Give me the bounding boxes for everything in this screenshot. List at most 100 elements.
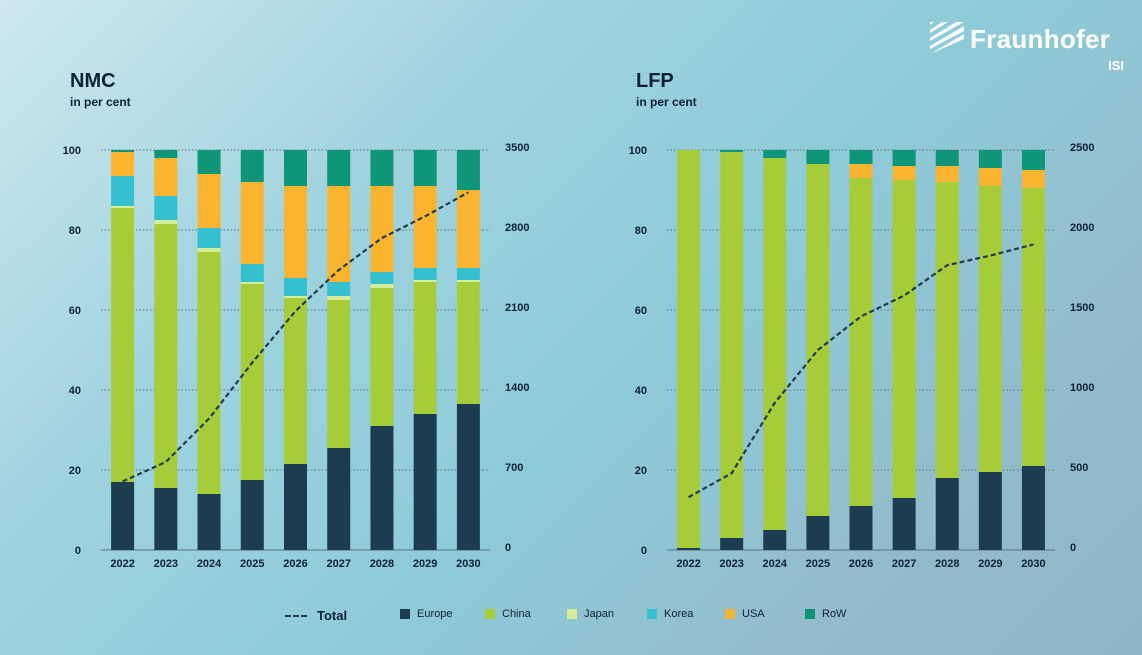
nmc-y-tick-label: 80 [69, 225, 81, 237]
nmc-bar-korea-2026 [284, 278, 307, 296]
lfp-chart-ylabel: in per cent [636, 95, 697, 109]
lfp-y2-tick-label: 500 [1070, 462, 1088, 474]
nmc-x-tick-label: 2024 [197, 558, 222, 570]
legend-item-europe: Europe [400, 608, 452, 620]
nmc-x-tick-label: 2023 [154, 558, 178, 570]
lfp-bar-row-2024 [763, 150, 787, 158]
lfp-bar-china-2024 [763, 158, 787, 530]
nmc-y2-tick-label: 2800 [505, 222, 529, 234]
nmc-x-tick-label: 2028 [370, 558, 394, 570]
lfp-x-tick-label: 2022 [676, 558, 700, 570]
nmc-bar-china-2024 [197, 252, 221, 494]
legend-item-usa: USA [725, 608, 765, 620]
lfp-bar-china-2030 [1021, 188, 1045, 466]
nmc-bar-japan-2027 [327, 296, 351, 300]
lfp-x-tick-label: 2025 [806, 558, 830, 570]
nmc-bar-china-2025 [240, 284, 264, 480]
lfp-bar-europe-2030 [1021, 466, 1045, 550]
lfp-bar-usa-2028 [935, 166, 959, 182]
lfp-bar-usa-2026 [849, 164, 873, 178]
lfp-y-tick-label: 80 [635, 225, 647, 237]
lfp-bar-usa-2030 [1021, 170, 1045, 188]
nmc-bar-usa-2028 [370, 186, 394, 272]
nmc-total-line [122, 191, 469, 483]
nmc-bar-korea-2030 [456, 268, 480, 280]
nmc-x-tick-label: 2022 [110, 558, 134, 570]
lfp-y-tick-label: 20 [635, 465, 647, 477]
nmc-bar-row-2025 [240, 150, 264, 182]
nmc-y2-tick-label: 3500 [505, 142, 529, 154]
nmc-y-tick-label: 40 [69, 385, 81, 397]
lfp-y2-tick-label: 2500 [1070, 142, 1094, 154]
lfp-bar-china-2026 [849, 178, 873, 506]
lfp-bar-europe-2028 [935, 478, 959, 550]
lfp-bar-china-2029 [978, 186, 1002, 472]
nmc-bar-row-2028 [370, 150, 394, 186]
nmc-y-tick-label: 100 [63, 145, 81, 157]
legend-label-korea: Korea [664, 608, 694, 620]
lfp-x-tick-label: 2030 [1021, 558, 1045, 570]
lfp-bar-usa-2027 [892, 166, 916, 180]
lfp-y-tick-label: 60 [635, 305, 647, 317]
lfp-total-line [688, 243, 1034, 499]
lfp-bar-row-2027 [892, 150, 916, 166]
nmc-bar-korea-2025 [240, 264, 264, 282]
nmc-bar-japan-2022 [111, 206, 135, 208]
nmc-bar-china-2026 [284, 298, 307, 464]
nmc-bar-usa-2025 [240, 182, 264, 264]
lfp-bar-europe-2024 [763, 530, 787, 550]
lfp-bar-china-2025 [806, 164, 830, 516]
nmc-bar-china-2028 [370, 288, 394, 426]
lfp-bar-row-2026 [849, 150, 873, 164]
nmc-bar-row-2030 [456, 150, 480, 190]
lfp-x-tick-label: 2029 [978, 558, 1002, 570]
nmc-bar-korea-2029 [413, 268, 437, 280]
nmc-y-tick-label: 60 [69, 305, 81, 317]
nmc-bar-row-2026 [284, 150, 307, 186]
nmc-bar-europe-2022 [111, 482, 135, 550]
legend-item-korea: Korea [647, 608, 693, 620]
legend-swatch-china [485, 609, 495, 619]
lfp-y-tick-label: 0 [641, 545, 647, 557]
nmc-x-tick-label: 2030 [456, 558, 480, 570]
lfp-y-tick-label: 40 [635, 385, 647, 397]
nmc-bar-row-2024 [197, 150, 221, 174]
legend-swatch-europe [400, 609, 410, 619]
nmc-y2-tick-label: 2100 [505, 302, 529, 314]
nmc-bar-china-2023 [154, 224, 178, 488]
lfp-bar-europe-2023 [720, 538, 744, 550]
lfp-y2-tick-label: 1000 [1070, 382, 1094, 394]
lfp-y2-tick-label: 0 [1070, 542, 1076, 554]
legend-total-label: Total [317, 608, 348, 623]
legend-item-japan: Japan [567, 608, 614, 620]
nmc-bar-japan-2023 [154, 220, 178, 224]
nmc-y-tick-label: 20 [69, 465, 81, 477]
lfp-bar-usa-2029 [978, 168, 1002, 186]
nmc-bar-korea-2022 [111, 176, 135, 206]
fraunhofer-logo: Fraunhofer ISI [930, 20, 1130, 80]
lfp-bar-row-2030 [1021, 150, 1045, 170]
lfp-y-tick-label: 100 [629, 145, 647, 157]
nmc-y2-tick-label: 1400 [505, 382, 529, 394]
legend-item-total: Total [285, 608, 347, 623]
lfp-bar-europe-2029 [978, 472, 1002, 550]
lfp-bar-china-2028 [935, 182, 959, 478]
nmc-bar-row-2029 [413, 150, 437, 186]
legend-swatch-korea [647, 609, 657, 619]
nmc-bar-europe-2026 [284, 464, 307, 550]
nmc-bar-japan-2026 [284, 296, 307, 298]
lfp-bar-row-2025 [806, 150, 830, 164]
lfp-x-tick-label: 2027 [892, 558, 916, 570]
nmc-bar-usa-2029 [413, 186, 437, 268]
fraunhofer-logo-icon [930, 22, 964, 54]
nmc-bar-korea-2023 [154, 196, 178, 220]
nmc-bar-china-2030 [456, 282, 480, 404]
legend-label-row: RoW [822, 608, 847, 620]
nmc-bar-korea-2024 [197, 228, 221, 248]
nmc-bar-europe-2028 [370, 426, 394, 550]
lfp-bar-row-2023 [720, 150, 744, 152]
nmc-bar-europe-2025 [240, 480, 264, 550]
legend-swatch-japan [567, 609, 577, 619]
